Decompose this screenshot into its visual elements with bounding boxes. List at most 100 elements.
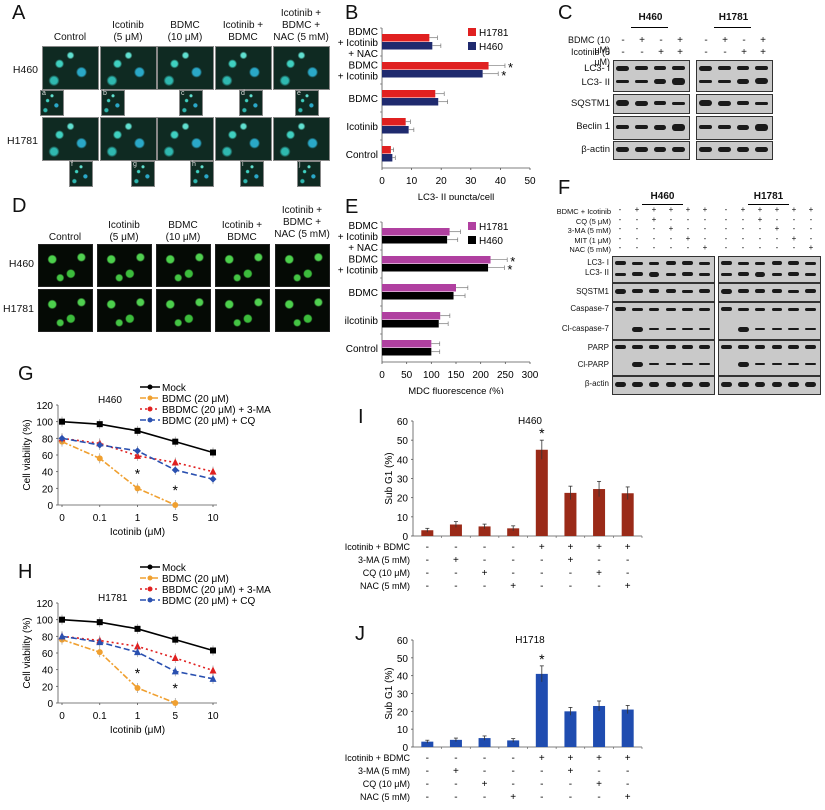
column-label: Icotinib (5 μM) bbox=[108, 220, 140, 243]
treatment-sign: + bbox=[808, 243, 814, 252]
blot-label: LC3- II bbox=[584, 268, 609, 277]
protein-band bbox=[721, 288, 732, 294]
treatment-sign: - bbox=[741, 243, 745, 252]
micrograph-image bbox=[38, 244, 93, 287]
svg-text:-: - bbox=[569, 568, 572, 579]
svg-text:60: 60 bbox=[42, 451, 54, 462]
treatment-sign: + bbox=[757, 214, 763, 224]
svg-text:1: 1 bbox=[135, 711, 141, 722]
svg-text:20: 20 bbox=[42, 484, 54, 495]
protein-band bbox=[754, 328, 766, 330]
svg-text:*: * bbox=[135, 465, 141, 481]
svg-text:50: 50 bbox=[397, 436, 409, 447]
svg-text:30: 30 bbox=[397, 475, 409, 486]
svg-text:0.1: 0.1 bbox=[93, 711, 107, 722]
svg-text:-: - bbox=[597, 581, 600, 592]
svg-text:-: - bbox=[454, 542, 457, 553]
treatment-sign: - bbox=[618, 205, 622, 214]
svg-text:BDMC: BDMC bbox=[349, 27, 378, 38]
blot-strip bbox=[696, 141, 773, 160]
svg-text:+: + bbox=[539, 753, 545, 764]
svg-text:BDMC: BDMC bbox=[349, 61, 378, 72]
svg-text:*: * bbox=[135, 665, 141, 681]
svg-text:-: - bbox=[512, 568, 515, 579]
svg-text:-: - bbox=[512, 555, 515, 566]
protein-band bbox=[737, 272, 749, 276]
treatment-sign: - bbox=[792, 214, 796, 224]
svg-text:10: 10 bbox=[406, 176, 418, 187]
protein-band bbox=[665, 328, 677, 330]
svg-text:50: 50 bbox=[524, 176, 536, 187]
panel-label-i: I bbox=[358, 406, 364, 428]
svg-text:Control: Control bbox=[346, 150, 378, 161]
svg-text:-: - bbox=[483, 581, 486, 592]
protein-band bbox=[672, 146, 685, 152]
protein-band bbox=[805, 272, 816, 276]
protein-band bbox=[699, 381, 710, 387]
blot-label: LC3- I bbox=[587, 258, 609, 267]
protein-band bbox=[648, 289, 660, 293]
blot-label: SQSTM1 bbox=[570, 98, 610, 109]
treatment-sign: - bbox=[809, 233, 813, 243]
micrograph-image bbox=[100, 117, 157, 161]
treatment-sign: - bbox=[659, 35, 663, 46]
treatment-sign: + bbox=[774, 205, 780, 214]
treatment-sign: - bbox=[724, 233, 728, 243]
treatment-sign: + bbox=[774, 224, 780, 233]
inset-label: b bbox=[103, 90, 107, 97]
treatment-sign: - bbox=[686, 224, 690, 233]
svg-text:-: - bbox=[426, 555, 429, 566]
svg-text:-: - bbox=[426, 542, 429, 553]
treatment-label: BDMC + Icotinib bbox=[556, 207, 611, 216]
svg-text:+: + bbox=[482, 568, 488, 579]
svg-text:+: + bbox=[596, 568, 602, 579]
svg-text:BDMC: BDMC bbox=[349, 288, 378, 299]
svg-text:+: + bbox=[625, 542, 631, 553]
micrograph-image bbox=[157, 117, 214, 161]
svg-text:H1718: H1718 bbox=[515, 635, 545, 646]
svg-text:-: - bbox=[426, 568, 429, 579]
panel-label-g: G bbox=[18, 363, 34, 385]
protein-band bbox=[788, 381, 800, 387]
protein-band bbox=[699, 65, 712, 71]
protein-band bbox=[736, 101, 750, 105]
micrograph-image bbox=[42, 46, 99, 90]
svg-text:-: - bbox=[569, 581, 572, 592]
svg-text:+: + bbox=[539, 542, 545, 553]
blot-strip bbox=[718, 340, 821, 376]
treatment-sign: + bbox=[760, 47, 766, 58]
svg-text:-: - bbox=[540, 766, 543, 777]
micrograph-image bbox=[157, 46, 214, 90]
svg-text:-: - bbox=[569, 792, 572, 803]
protein-band bbox=[771, 261, 783, 265]
svg-text:BBDMC (20 μM) + 3-MA: BBDMC (20 μM) + 3-MA bbox=[162, 405, 271, 416]
treatment-sign: - bbox=[758, 233, 762, 243]
protein-band bbox=[616, 125, 629, 129]
protein-band bbox=[682, 363, 694, 365]
svg-text:40: 40 bbox=[495, 176, 507, 187]
protein-band bbox=[755, 101, 768, 105]
svg-text:3-MA (5 mM): 3-MA (5 mM) bbox=[358, 555, 410, 565]
treatment-sign: - bbox=[686, 214, 690, 224]
column-label: Icotinib + BDMC bbox=[221, 220, 263, 243]
svg-text:+: + bbox=[568, 542, 574, 553]
row-label: H1781 bbox=[3, 303, 34, 315]
svg-text:-: - bbox=[569, 779, 572, 790]
protein-band bbox=[682, 307, 694, 311]
svg-text:Icotinib (μM): Icotinib (μM) bbox=[110, 725, 165, 736]
protein-band bbox=[736, 146, 750, 152]
treatment-sign: - bbox=[724, 224, 728, 233]
svg-text:Icotinib + BDMC: Icotinib + BDMC bbox=[345, 542, 411, 552]
protein-band bbox=[634, 146, 648, 152]
micrograph-inset bbox=[40, 90, 64, 116]
protein-band bbox=[754, 363, 766, 365]
blot-label: Cl-PARP bbox=[577, 360, 609, 369]
svg-text:20: 20 bbox=[397, 707, 409, 718]
svg-text:-: - bbox=[626, 568, 629, 579]
svg-text:+: + bbox=[625, 753, 631, 764]
inset-label: c bbox=[181, 90, 185, 97]
panel-label-a: A bbox=[12, 2, 26, 24]
svg-text:80: 80 bbox=[42, 632, 54, 643]
svg-text:10: 10 bbox=[397, 513, 409, 524]
svg-text:-: - bbox=[540, 779, 543, 790]
